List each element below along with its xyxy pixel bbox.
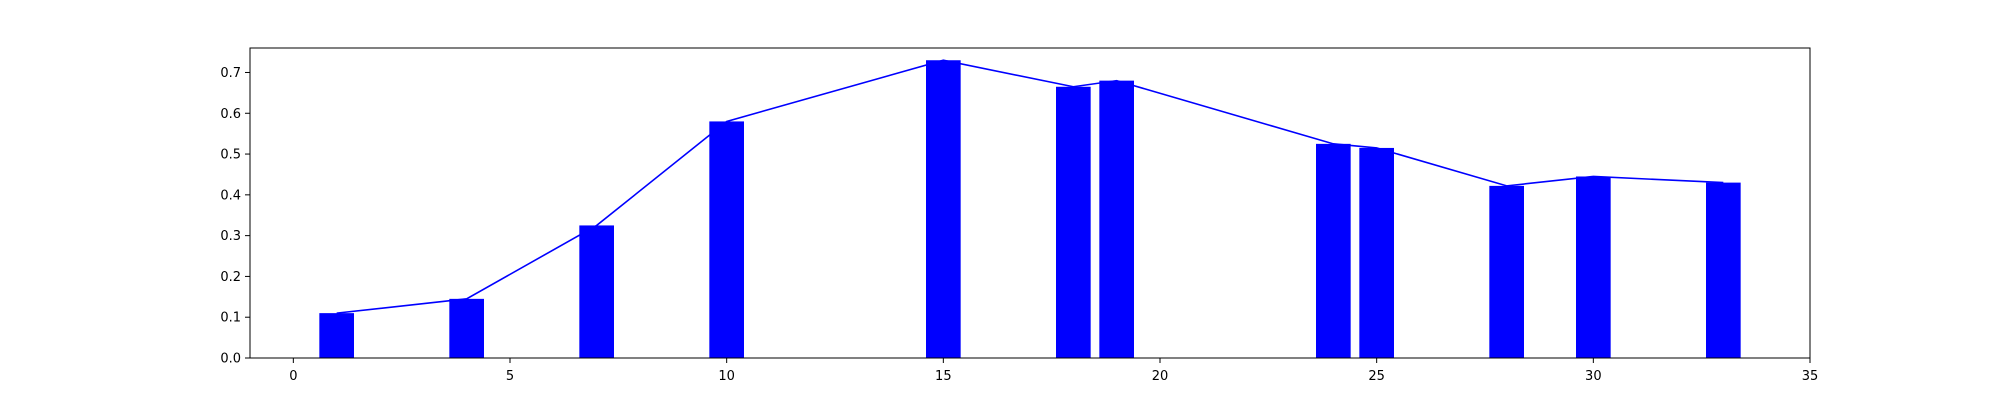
- bar: [1359, 147, 1394, 358]
- y-tick-label: 0.6: [220, 107, 241, 122]
- y-tick-label: 0.0: [220, 352, 241, 367]
- bar: [449, 298, 484, 358]
- x-tick-label: 10: [718, 369, 735, 384]
- y-tick-label: 0.2: [220, 270, 241, 285]
- bar: [709, 121, 744, 358]
- bar: [1489, 185, 1524, 358]
- y-tick-label: 0.1: [220, 311, 241, 326]
- x-tick-label: 0: [289, 369, 297, 384]
- x-tick-label: 30: [1585, 369, 1602, 384]
- bar: [1099, 80, 1134, 358]
- x-tick-label: 20: [1152, 369, 1169, 384]
- bar: [1576, 176, 1611, 358]
- x-tick-label: 15: [935, 369, 952, 384]
- y-tick-label: 0.4: [220, 188, 241, 203]
- plot-frame: [249, 47, 1811, 359]
- bar: [1706, 182, 1741, 358]
- series-line: [336, 59, 1724, 314]
- y-tick-label: 0.3: [220, 229, 241, 244]
- bar: [926, 60, 961, 358]
- y-tick-label: 0.5: [220, 148, 241, 163]
- bar: [579, 225, 614, 358]
- x-tick-label: 5: [506, 369, 514, 384]
- x-tick-label: 25: [1368, 369, 1385, 384]
- y-axis: 0.0 0.1 0.2 0.3 0.4 0.5 0.6 0.7: [220, 66, 250, 367]
- y-tick-label: 0.7: [220, 66, 241, 81]
- bars: [319, 60, 1741, 358]
- bar: [1316, 143, 1351, 358]
- x-axis: 0 5 10 15 20 25 30 35: [289, 358, 1818, 384]
- line-series: [336, 59, 1724, 314]
- bar: [319, 313, 354, 358]
- bar: [1056, 86, 1091, 358]
- x-tick-label: 35: [1802, 369, 1819, 384]
